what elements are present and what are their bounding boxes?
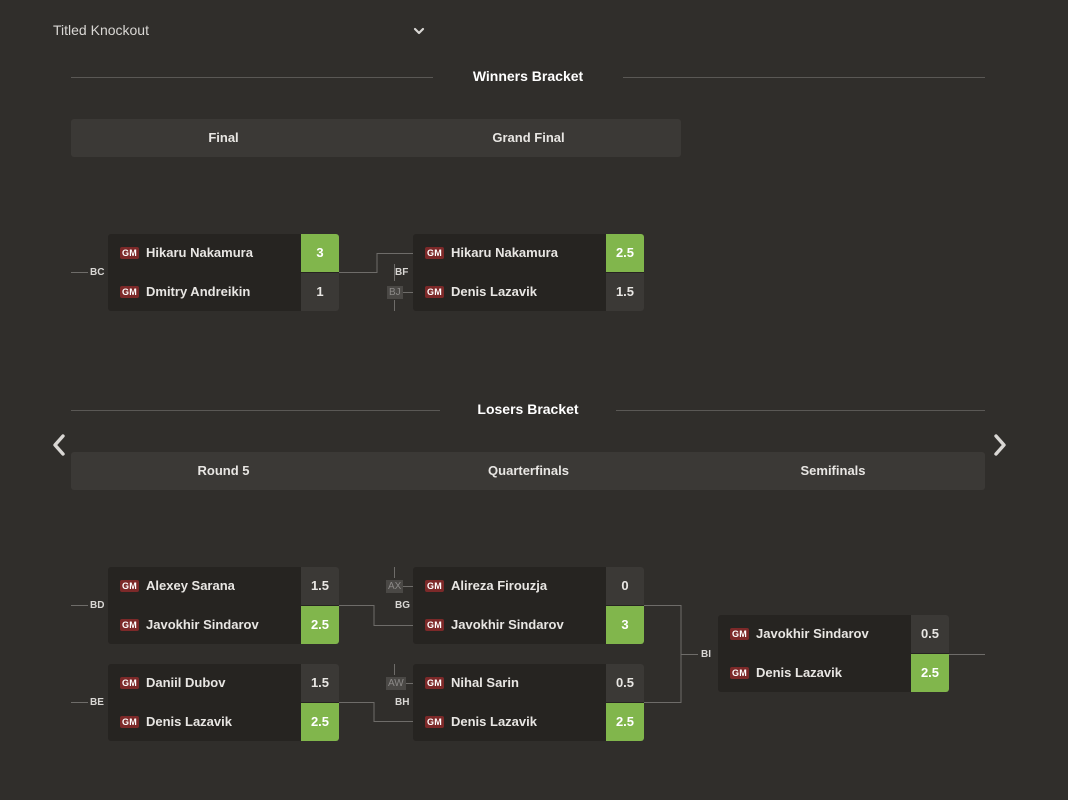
title-badge: GM: [425, 716, 444, 728]
player-row: GM Alexey Sarana 1.5: [108, 567, 339, 605]
losers-round-header: Round 5 Quarterfinals Semifinals: [71, 452, 985, 490]
player-name[interactable]: Alireza Firouzja: [451, 578, 548, 593]
match-card[interactable]: GM Alexey Sarana 1.5 GM Javokhir Sindaro…: [108, 567, 339, 644]
feeder-match-tag[interactable]: AW: [386, 677, 406, 690]
match-code: BH: [395, 697, 410, 708]
divider: [71, 410, 440, 411]
round-label-semifinals: Semifinals: [800, 463, 866, 478]
player-row: GM Denis Lazavik 2.5: [413, 703, 644, 741]
title-badge: GM: [120, 580, 139, 592]
player-name[interactable]: Daniil Dubov: [146, 675, 226, 690]
score-cell: 2.5: [911, 654, 949, 692]
title-badge: GM: [120, 286, 139, 298]
player-name[interactable]: Denis Lazavik: [451, 284, 537, 299]
player-row: GM Nihal Sarin 0.5: [413, 664, 644, 702]
player-row: GM Denis Lazavik 2.5: [108, 703, 339, 741]
player-row: GM Dmitry Andreikin 1: [108, 273, 339, 311]
player-name[interactable]: Denis Lazavik: [146, 714, 232, 729]
event-dropdown[interactable]: Titled Knockout: [53, 22, 149, 38]
score-cell: 3: [606, 606, 644, 644]
losers-bracket-title: Losers Bracket: [477, 401, 579, 417]
title-badge: GM: [120, 716, 139, 728]
title-badge: GM: [425, 619, 444, 631]
score-cell: 1.5: [301, 567, 339, 605]
player-row: GM Hikaru Nakamura 2.5: [413, 234, 644, 272]
chevron-down-icon[interactable]: [412, 24, 426, 38]
player-row: GM Javokhir Sindarov 3: [413, 606, 644, 644]
score-cell: 2.5: [606, 703, 644, 741]
player-row: GM Javokhir Sindarov 2.5: [108, 606, 339, 644]
player-name[interactable]: Hikaru Nakamura: [451, 245, 558, 260]
event-dropdown-label: Titled Knockout: [53, 22, 149, 38]
title-badge: GM: [425, 286, 444, 298]
player-row: GM Daniil Dubov 1.5: [108, 664, 339, 702]
match-code: BI: [701, 649, 711, 660]
match-card[interactable]: GM Nihal Sarin 0.5 GM Denis Lazavik 2.5: [413, 664, 644, 741]
score-cell: 2.5: [301, 703, 339, 741]
player-name[interactable]: Javokhir Sindarov: [756, 626, 869, 641]
score-cell: 1.5: [606, 273, 644, 311]
title-badge: GM: [730, 628, 749, 640]
winners-bracket-title: Winners Bracket: [472, 68, 584, 84]
feeder-match-tag[interactable]: BJ: [387, 286, 403, 299]
title-badge: GM: [120, 677, 139, 689]
player-row: GM Javokhir Sindarov 0.5: [718, 615, 949, 653]
match-code: BD: [90, 600, 105, 611]
player-name[interactable]: Denis Lazavik: [451, 714, 537, 729]
chevron-left-icon[interactable]: [49, 432, 69, 458]
title-badge: GM: [120, 619, 139, 631]
score-cell: 3: [301, 234, 339, 272]
score-cell: 0: [606, 567, 644, 605]
score-cell: 2.5: [606, 234, 644, 272]
divider: [71, 77, 433, 78]
player-name[interactable]: Alexey Sarana: [146, 578, 235, 593]
round-label-final: Final: [208, 130, 239, 145]
score-cell: 1.5: [301, 664, 339, 702]
divider: [623, 77, 985, 78]
player-row: GM Alireza Firouzja 0: [413, 567, 644, 605]
match-code: BC: [90, 267, 105, 278]
match-code: BE: [90, 697, 104, 708]
round-label-grand-final: Grand Final: [492, 130, 565, 145]
player-name[interactable]: Dmitry Andreikin: [146, 284, 251, 299]
match-card[interactable]: GM Alireza Firouzja 0 GM Javokhir Sindar…: [413, 567, 644, 644]
score-cell: 0.5: [606, 664, 644, 702]
match-code: BG: [395, 600, 410, 611]
player-name[interactable]: Javokhir Sindarov: [451, 617, 564, 632]
title-badge: GM: [730, 667, 749, 679]
player-name[interactable]: Hikaru Nakamura: [146, 245, 253, 260]
title-badge: GM: [425, 580, 444, 592]
player-name[interactable]: Javokhir Sindarov: [146, 617, 259, 632]
round-label-quarterfinals: Quarterfinals: [488, 463, 569, 478]
score-cell: 1: [301, 273, 339, 311]
match-code: BF: [395, 267, 409, 278]
round-label-round-5: Round 5: [197, 463, 250, 478]
title-badge: GM: [120, 247, 139, 259]
player-name[interactable]: Denis Lazavik: [756, 665, 842, 680]
score-cell: 0.5: [911, 615, 949, 653]
match-card[interactable]: GM Javokhir Sindarov 0.5 GM Denis Lazavi…: [718, 615, 949, 692]
title-badge: GM: [425, 677, 444, 689]
player-row: GM Denis Lazavik 1.5: [413, 273, 644, 311]
winners-round-header: Final Grand Final: [71, 119, 681, 157]
score-cell: 2.5: [301, 606, 339, 644]
match-card[interactable]: GM Hikaru Nakamura 3 GM Dmitry Andreikin…: [108, 234, 339, 311]
chevron-right-icon[interactable]: [990, 432, 1010, 458]
divider: [616, 410, 985, 411]
player-name[interactable]: Nihal Sarin: [451, 675, 519, 690]
feeder-match-tag[interactable]: AX: [386, 580, 404, 593]
title-badge: GM: [425, 247, 444, 259]
match-card[interactable]: GM Hikaru Nakamura 2.5 GM Denis Lazavik …: [413, 234, 644, 311]
match-card[interactable]: GM Daniil Dubov 1.5 GM Denis Lazavik 2.5: [108, 664, 339, 741]
player-row: GM Denis Lazavik 2.5: [718, 654, 949, 692]
player-row: GM Hikaru Nakamura 3: [108, 234, 339, 272]
